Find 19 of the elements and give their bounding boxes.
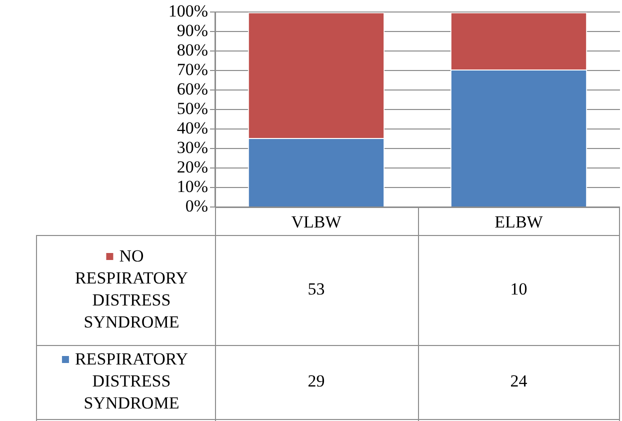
y-tick-label: 70% [176,60,208,80]
y-tick-label: 20% [176,158,208,177]
text: 24 [510,371,528,390]
x-tick-label: ELBW [494,212,544,232]
text: 53 [308,279,325,298]
y-tick-label: 60% [176,80,208,99]
y-tick-label: 100% [168,2,208,21]
y-tick-label: 30% [176,138,208,158]
y-tick-label: 0% [185,196,208,216]
y-tick-label: 80% [176,40,208,60]
text: 29 [308,371,325,390]
legend-label: RESPIRATORY DISTRESS SYNDROME [74,349,188,412]
y-tick-label: 10% [176,176,208,196]
y-tick-label: 40% [176,118,208,138]
y-tick-label: 90% [176,21,208,40]
text: 10 [510,279,528,298]
legend-label: NO RESPIRATORY DISTRESS SYNDROME [74,246,188,332]
x-tick-label: VLBW [291,212,342,232]
y-tick-label: 50% [176,99,208,118]
